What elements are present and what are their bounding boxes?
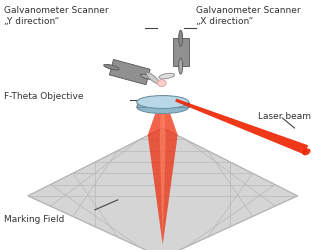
Ellipse shape xyxy=(179,30,183,46)
Ellipse shape xyxy=(137,96,189,108)
Ellipse shape xyxy=(104,64,119,70)
Ellipse shape xyxy=(179,58,183,74)
Polygon shape xyxy=(160,108,166,243)
Polygon shape xyxy=(148,107,178,245)
Text: Galvanometer Scanner
„X direction“: Galvanometer Scanner „X direction“ xyxy=(196,6,300,26)
Text: Galvanometer Scanner
„Y direction“: Galvanometer Scanner „Y direction“ xyxy=(4,6,109,26)
Text: F-Theta Objective: F-Theta Objective xyxy=(4,92,83,100)
Ellipse shape xyxy=(302,148,311,156)
Polygon shape xyxy=(175,99,308,154)
Text: Marking Field: Marking Field xyxy=(4,215,64,224)
Text: Laser beam: Laser beam xyxy=(257,112,311,121)
Ellipse shape xyxy=(159,73,175,79)
Ellipse shape xyxy=(147,72,159,84)
Polygon shape xyxy=(173,38,189,66)
Ellipse shape xyxy=(137,100,189,114)
Polygon shape xyxy=(28,128,297,250)
Ellipse shape xyxy=(140,74,156,80)
Polygon shape xyxy=(137,102,189,107)
Polygon shape xyxy=(109,60,150,85)
Ellipse shape xyxy=(157,80,166,86)
